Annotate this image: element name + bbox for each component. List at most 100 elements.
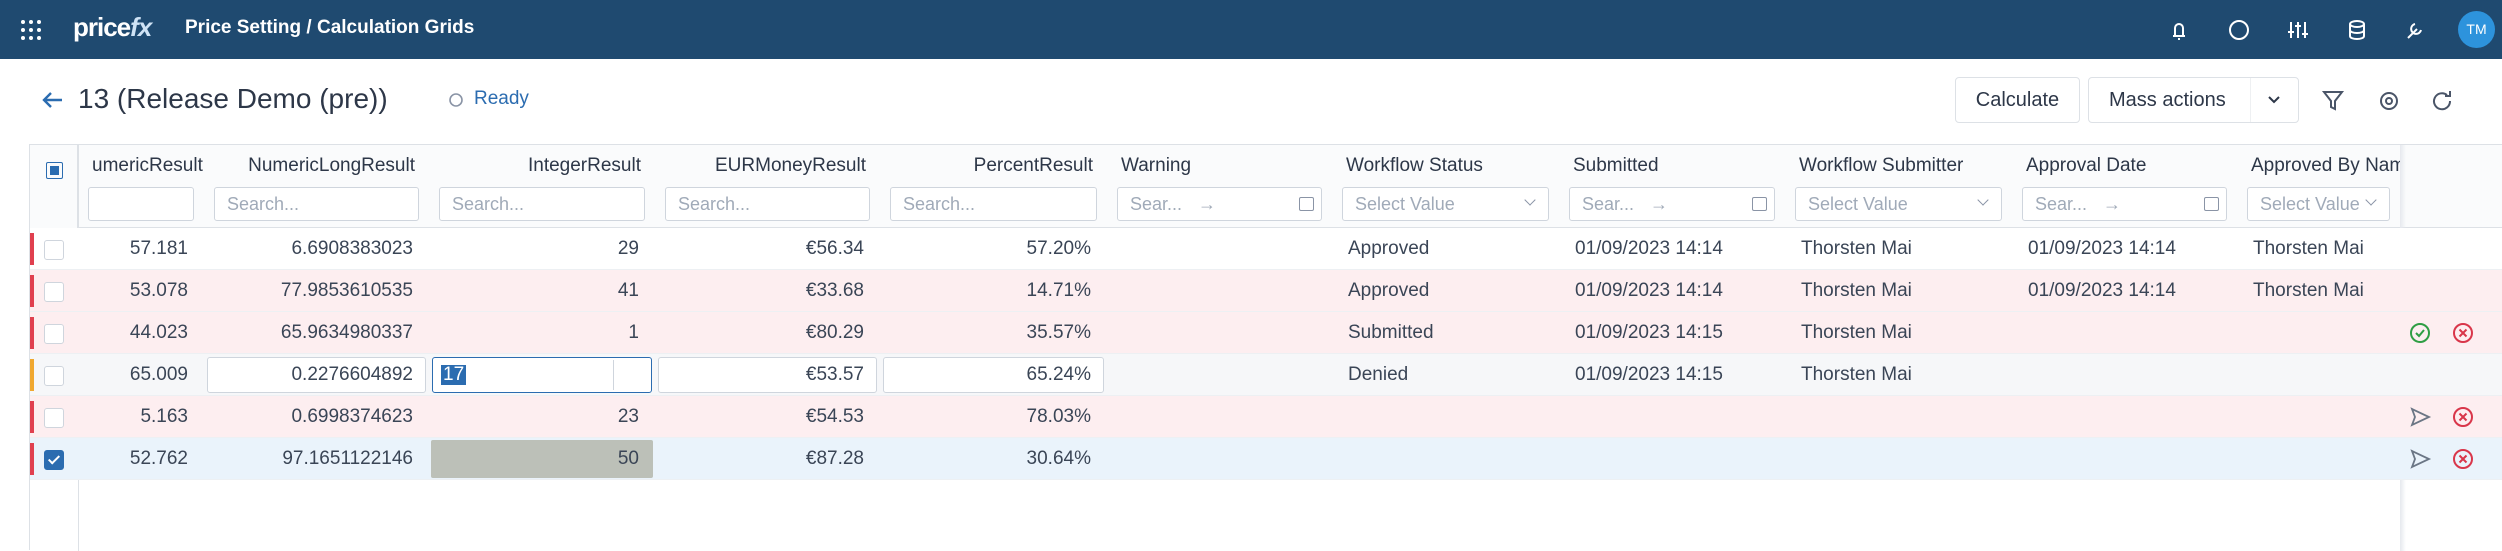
row-stripe [30, 359, 34, 391]
column-filter[interactable]: Search... [665, 187, 870, 221]
tools[interactable] [2407, 23, 2422, 39]
cell: Approved [1348, 280, 1430, 301]
cell: 35.57% [1026, 322, 1091, 343]
column-filter[interactable]: Search... [890, 187, 1097, 221]
cell-editor[interactable] [432, 357, 652, 393]
row-checkbox[interactable] [44, 282, 64, 302]
cell: Thorsten Mai [2253, 238, 2364, 259]
avatar[interactable]: TM [2458, 11, 2495, 48]
cell: 65.24% [1026, 364, 1091, 385]
column-header[interactable]: IntegerResult [527, 155, 641, 176]
column-filter[interactable]: Search... [439, 187, 645, 221]
page-title: 13 (Release Demo (pre)) [78, 83, 388, 114]
cell: 97.1651122146 [282, 448, 413, 469]
column-header[interactable]: Approval Date [2026, 155, 2147, 176]
row-stripe [30, 401, 34, 433]
submit-button[interactable] [2407, 446, 2433, 472]
column-header[interactable]: Workflow Status [1346, 155, 1483, 176]
filter-placeholder: Search... [452, 194, 525, 214]
cell: 1 [628, 322, 639, 343]
row-stripe [30, 233, 34, 265]
filter-placeholder: Search... [903, 194, 976, 214]
reject-button[interactable] [2450, 320, 2476, 346]
cell: 78.03% [1026, 406, 1091, 427]
dropdown-icon [1524, 194, 1536, 206]
cell: 44.023 [129, 322, 188, 343]
row-checkbox[interactable] [44, 450, 64, 470]
row-checkbox[interactable] [44, 366, 64, 386]
cell: 50 [617, 448, 639, 469]
reject-button[interactable] [2450, 446, 2476, 472]
column-filter[interactable]: Sear... → [2022, 187, 2227, 221]
column-header[interactable]: EURMoneyResult [715, 155, 866, 176]
filter[interactable] [2321, 91, 2345, 111]
cell: 65.009 [129, 364, 188, 385]
column-header[interactable]: Approved By Nam [2251, 155, 2400, 176]
settings-sliders[interactable] [2288, 22, 2308, 38]
cell-highlight [431, 440, 653, 478]
column-header[interactable]: NumericLongResult [248, 155, 415, 176]
calculate-button[interactable]: Calculate [1955, 77, 2080, 123]
cell: €80.29 [805, 322, 864, 343]
select-all[interactable] [46, 162, 63, 179]
cell: €54.53 [805, 406, 864, 427]
filter-placeholder: Sear... [1582, 194, 1635, 214]
cell: 6.6908383023 [291, 238, 413, 259]
cell: 01/09/2023 14:14 [2028, 280, 2176, 301]
filter-range: → [2103, 194, 2121, 214]
column-filter[interactable]: Select Value [1342, 187, 1549, 221]
column-filter[interactable]: Select Value [1795, 187, 2002, 221]
row-checkbox[interactable] [44, 240, 64, 260]
dropdown-icon [1977, 194, 1989, 206]
submit-button[interactable] [2407, 404, 2433, 430]
cell: Submitted [1348, 322, 1434, 343]
column-header[interactable]: Submitted [1573, 155, 1659, 176]
help[interactable] [2229, 20, 2249, 40]
check-mark [47, 452, 61, 465]
row-stripe [30, 317, 34, 349]
column-filter[interactable]: Search... [214, 187, 419, 221]
row [30, 228, 2502, 270]
cell-editor[interactable] [883, 357, 1104, 393]
logo-accent: fx [130, 12, 152, 42]
cell: 53.078 [129, 280, 188, 301]
cell: Thorsten Mai [2253, 280, 2364, 301]
row-checkbox[interactable] [44, 408, 64, 428]
toolbar-icons [2321, 91, 2452, 111]
column-filter[interactable]: Sear... → [1569, 187, 1775, 221]
data-grid: umericResult NumericLongResult Search... In… [29, 144, 2502, 551]
cell: 01/09/2023 14:14 [1575, 238, 1723, 259]
cell: 0.2276604892 [291, 364, 413, 385]
cell: 14.71% [1026, 280, 1091, 301]
settings[interactable] [2380, 92, 2398, 110]
apps-menu[interactable] [20, 19, 42, 41]
cell: 23 [617, 406, 639, 427]
column-header[interactable]: PercentResult [973, 155, 1093, 176]
filter-range: → [1650, 194, 1668, 214]
column-header[interactable]: umericResult [92, 155, 203, 176]
cell: Approved [1348, 238, 1430, 259]
database[interactable] [2349, 20, 2365, 28]
notifications[interactable] [2173, 23, 2185, 40]
column-header[interactable]: Warning [1121, 155, 1192, 176]
back-button[interactable] [42, 90, 64, 110]
row-checkbox[interactable] [44, 324, 64, 344]
reject-button[interactable] [2450, 404, 2476, 430]
mass-actions-button[interactable]: Mass actions [2088, 77, 2299, 123]
column-filter[interactable]: Sear... → [1117, 187, 1322, 221]
column-filter[interactable]: Select Value [2247, 187, 2390, 221]
cell-editor[interactable] [207, 357, 426, 393]
status: Ready [474, 88, 529, 109]
refresh[interactable] [2433, 91, 2452, 111]
cell-editor[interactable] [658, 357, 877, 393]
cell: €87.28 [805, 448, 864, 469]
mass-actions-toggle[interactable] [2250, 77, 2299, 123]
filter-placeholder: Select Value [1808, 194, 1908, 214]
logo[interactable]: pricefx [73, 12, 152, 43]
column-filter[interactable] [88, 187, 194, 221]
top-bar: pricefx Price Setting / Calculation Grid… [0, 0, 2502, 59]
cell: Thorsten Mai [1801, 322, 1912, 343]
approve-button[interactable] [2407, 320, 2433, 346]
column-header[interactable]: Workflow Submitter [1799, 155, 1964, 176]
cell: Thorsten Mai [1801, 238, 1912, 259]
